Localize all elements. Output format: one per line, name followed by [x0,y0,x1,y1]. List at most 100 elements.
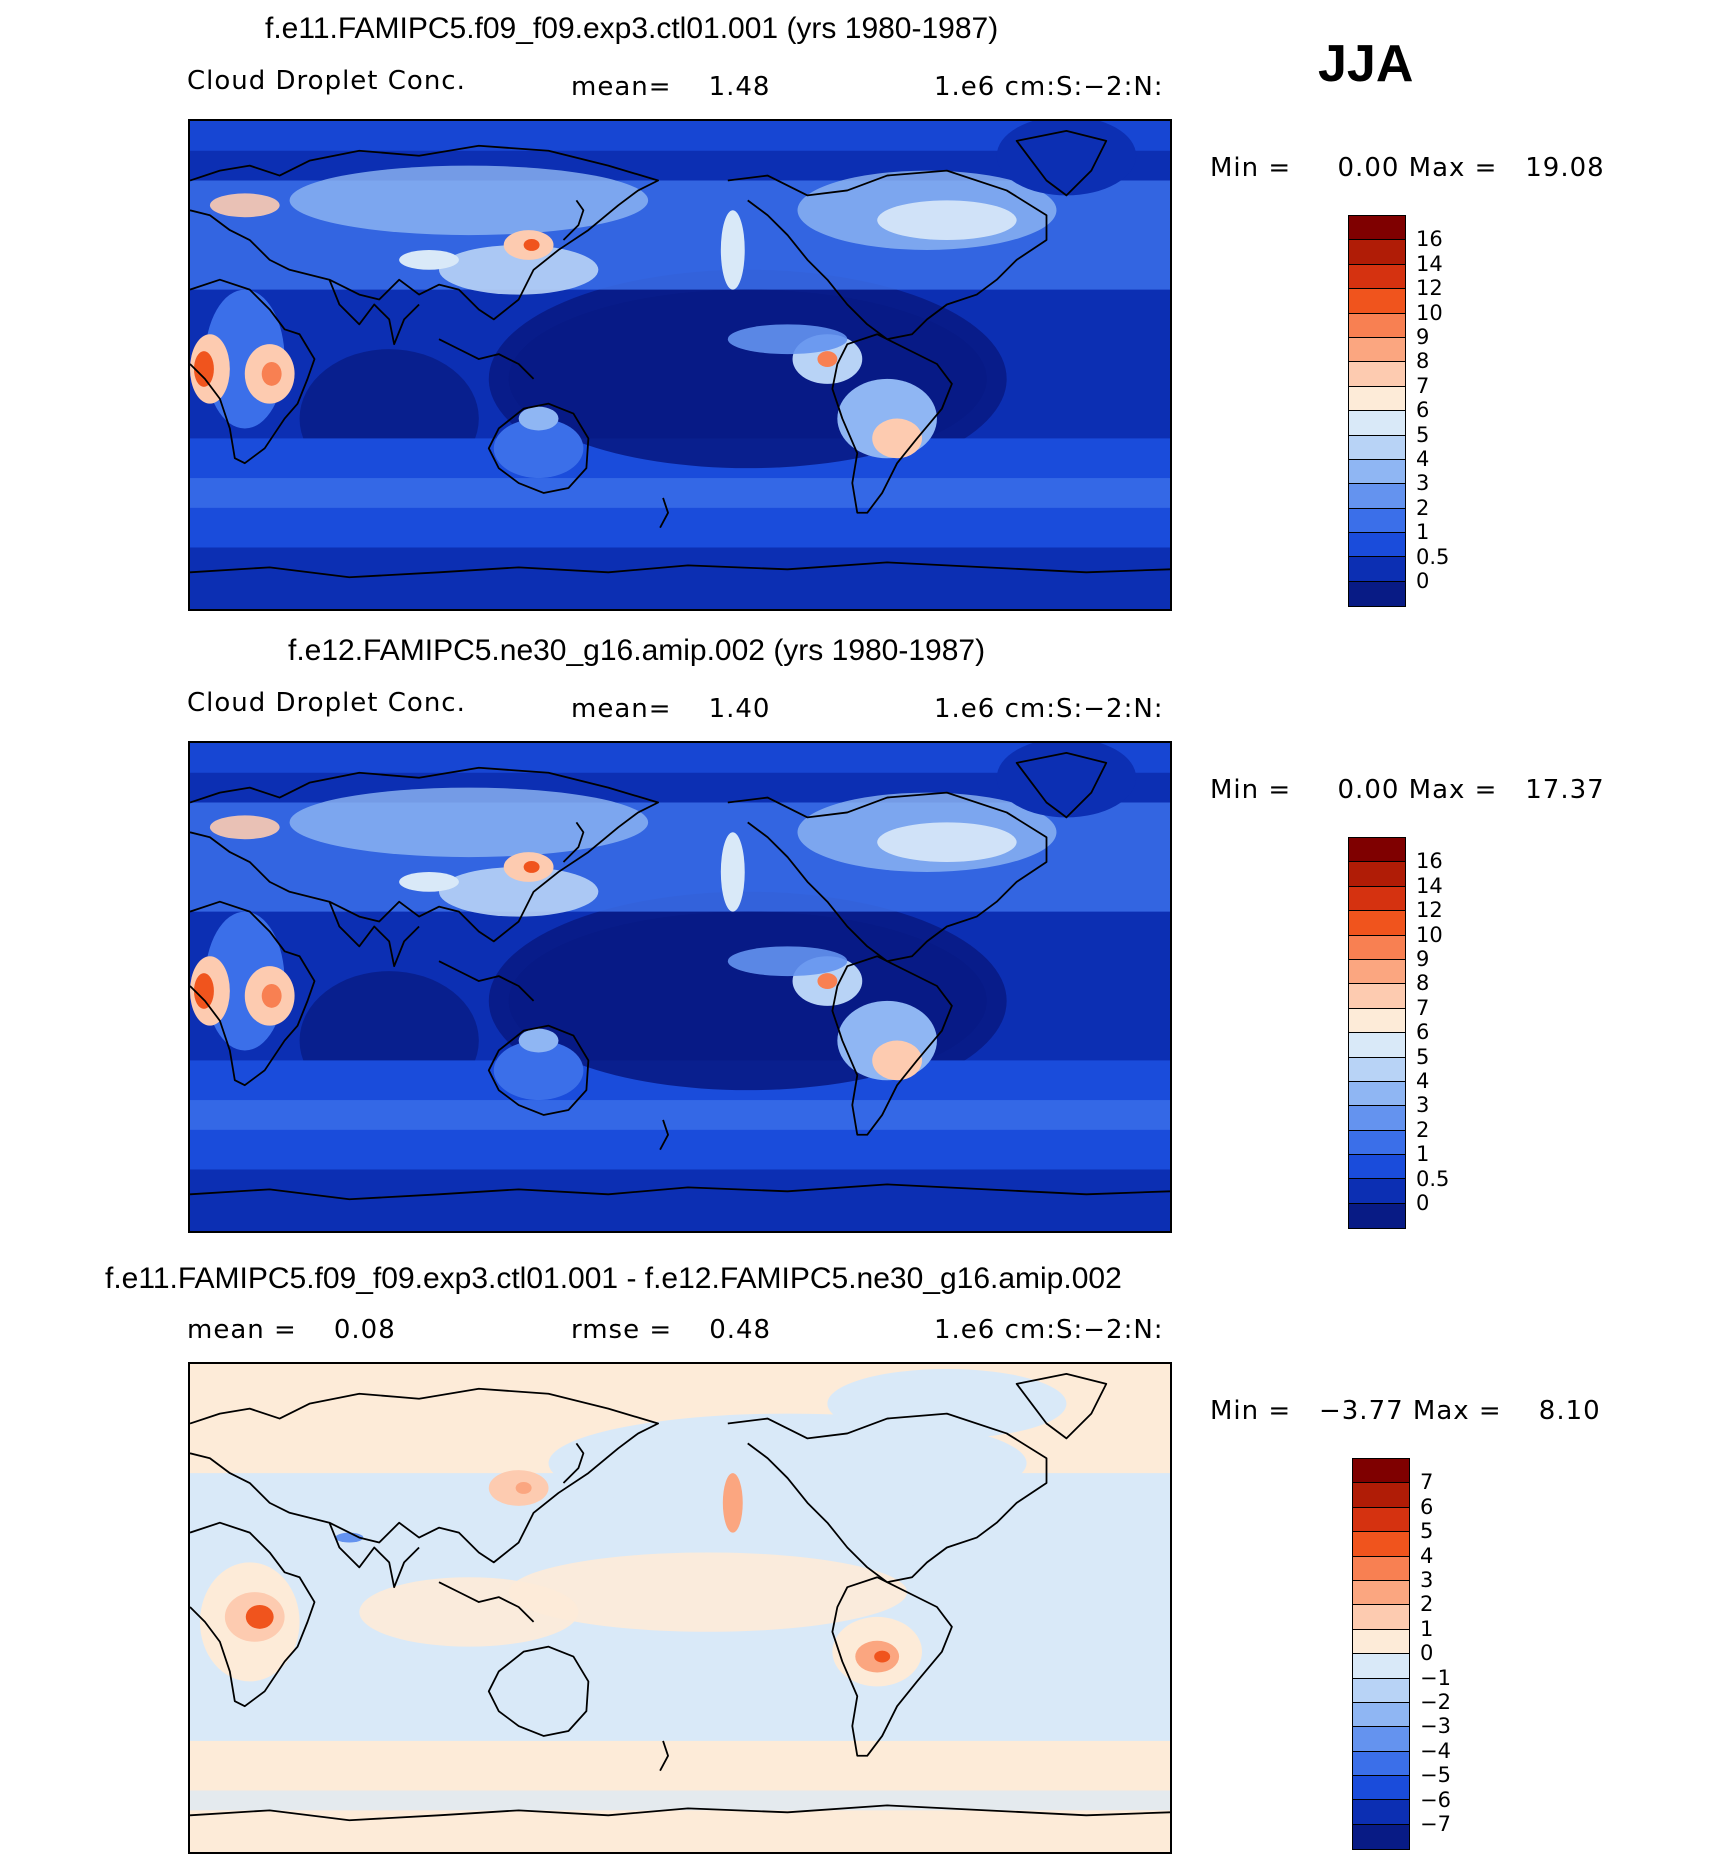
colorbar-swatch [1349,459,1405,485]
field-contour [438,244,599,295]
colorbar-tick-label: 1 [1420,1616,1434,1641]
colorbar-tick-label: −2 [1420,1690,1451,1714]
field-label: Cloud Droplet Conc. [187,66,466,96]
colorbar-swatch [1349,1081,1405,1107]
panel-title: f.e11.FAMIPC5.f09_f09.exp3.ctl01.001 - f… [105,1262,1122,1295]
coastline [659,497,669,529]
field-contour [289,165,649,236]
colorbar-tick-label: −6 [1420,1787,1451,1812]
colorbar-tick-label: 5 [1420,1519,1434,1544]
colorbar-swatch [1353,1824,1409,1850]
colorbar-tick-label: 7 [1416,373,1430,398]
colorbar-tick-label: 1 [1416,520,1430,545]
coastline [562,199,585,241]
colorbar-tick-label: 10 [1416,922,1443,947]
colorbar-swatch [1349,886,1405,912]
field-contour [877,200,1017,241]
colorbar-swatch [1349,508,1405,534]
field-contour [722,1473,743,1533]
colorbar-swatch [1349,289,1405,314]
colorbar-tick-label: 4 [1420,1543,1434,1568]
colorbar-tick-label: 0 [1416,569,1430,593]
coastline [190,1183,1170,1201]
colorbar-tick-label: 4 [1416,447,1430,471]
colorbar-tick-label: 8 [1416,349,1430,374]
coastline [659,1119,669,1151]
colorbar-tick-label: 16 [1416,227,1443,252]
colorbar-swatch [1349,264,1405,290]
coastline [562,821,585,863]
field-contour [289,787,649,858]
colorbar-swatch [1349,362,1405,387]
colorbar-tick-label: 7 [1420,1470,1434,1495]
colorbar-tick-label: 2 [1420,1592,1434,1617]
colorbar-tick-label: 4 [1416,1069,1430,1093]
colorbar-tick-label: 7 [1416,995,1430,1020]
field-contour [261,984,282,1008]
colorbar-tick-label: 3 [1416,1093,1430,1118]
coastline [190,144,659,321]
units-label: 1.e6 cm:S:−2:N: [934,694,1164,724]
coastline [190,766,659,943]
coastline [727,791,1048,963]
field-contour [190,547,1170,609]
colorbar-tick-label: −4 [1420,1738,1451,1763]
field-contour [190,1169,1170,1231]
field-contour [523,861,540,873]
coastline [727,1412,1048,1584]
field-contour [493,1040,584,1101]
field-contour [518,1028,559,1053]
colorbar-tick-label: 10 [1416,300,1443,325]
colorbar-swatch [1349,581,1405,607]
colorbar-swatch [1349,1008,1405,1034]
colorbar-tick-label: 5 [1416,422,1430,447]
colorbar-swatch [1349,313,1405,338]
field-contour [359,1577,579,1647]
field-contour [827,1368,1067,1439]
colorbar-tick-label: 14 [1416,873,1443,898]
colorbar-swatch [1353,1629,1409,1655]
field-contour [245,1605,274,1629]
field-contour [727,324,848,355]
colorbar-swatch [1349,240,1405,265]
field-contour [399,871,459,892]
colorbar-swatch [1349,1179,1405,1204]
colorbar [1352,1458,1410,1851]
field-contour [190,478,1170,508]
colorbar-swatch [1353,1678,1409,1703]
colorbar-tick-label: 9 [1416,325,1430,349]
colorbar-tick-label: 0.5 [1416,544,1450,569]
coastline [1015,130,1108,197]
coastline [328,1522,420,1589]
colorbar [1348,215,1406,608]
colorbar-swatch [1349,386,1405,412]
coastline [562,1442,585,1484]
colorbar-swatch [1353,1751,1409,1777]
coastline [190,278,316,465]
colorbar-tick-label: 16 [1416,849,1443,874]
colorbar-swatch [1349,1057,1405,1082]
coastline [190,900,316,1087]
map-svg [190,743,1170,1231]
colorbar-swatch [1349,1203,1405,1229]
min-max-label: Min = 0.00 Max = 19.08 [1210,153,1605,183]
coastline [1015,1373,1108,1440]
colorbar-tick-label: 14 [1416,251,1443,276]
mean-stat: mean= 1.48 [571,72,771,102]
colorbar-tick-label: 3 [1416,471,1430,496]
colorbar-swatch [1349,484,1405,509]
coastline [487,1645,590,1737]
colorbar-tick-label: 2 [1416,1117,1430,1142]
field-contour [438,866,599,917]
colorbar-tick-label: 9 [1416,947,1430,971]
coastline [487,402,590,494]
coastline [190,1387,659,1564]
map-svg [190,1364,1170,1852]
colorbar-tick-label: −7 [1420,1812,1451,1836]
colorbar-swatch [1353,1483,1409,1508]
colorbar-tick-label: 0 [1416,1191,1430,1215]
colorbar-tick-label: −3 [1420,1714,1451,1739]
colorbar-swatch [1349,935,1405,960]
coastline [190,561,1170,579]
field-contour [872,1040,923,1081]
